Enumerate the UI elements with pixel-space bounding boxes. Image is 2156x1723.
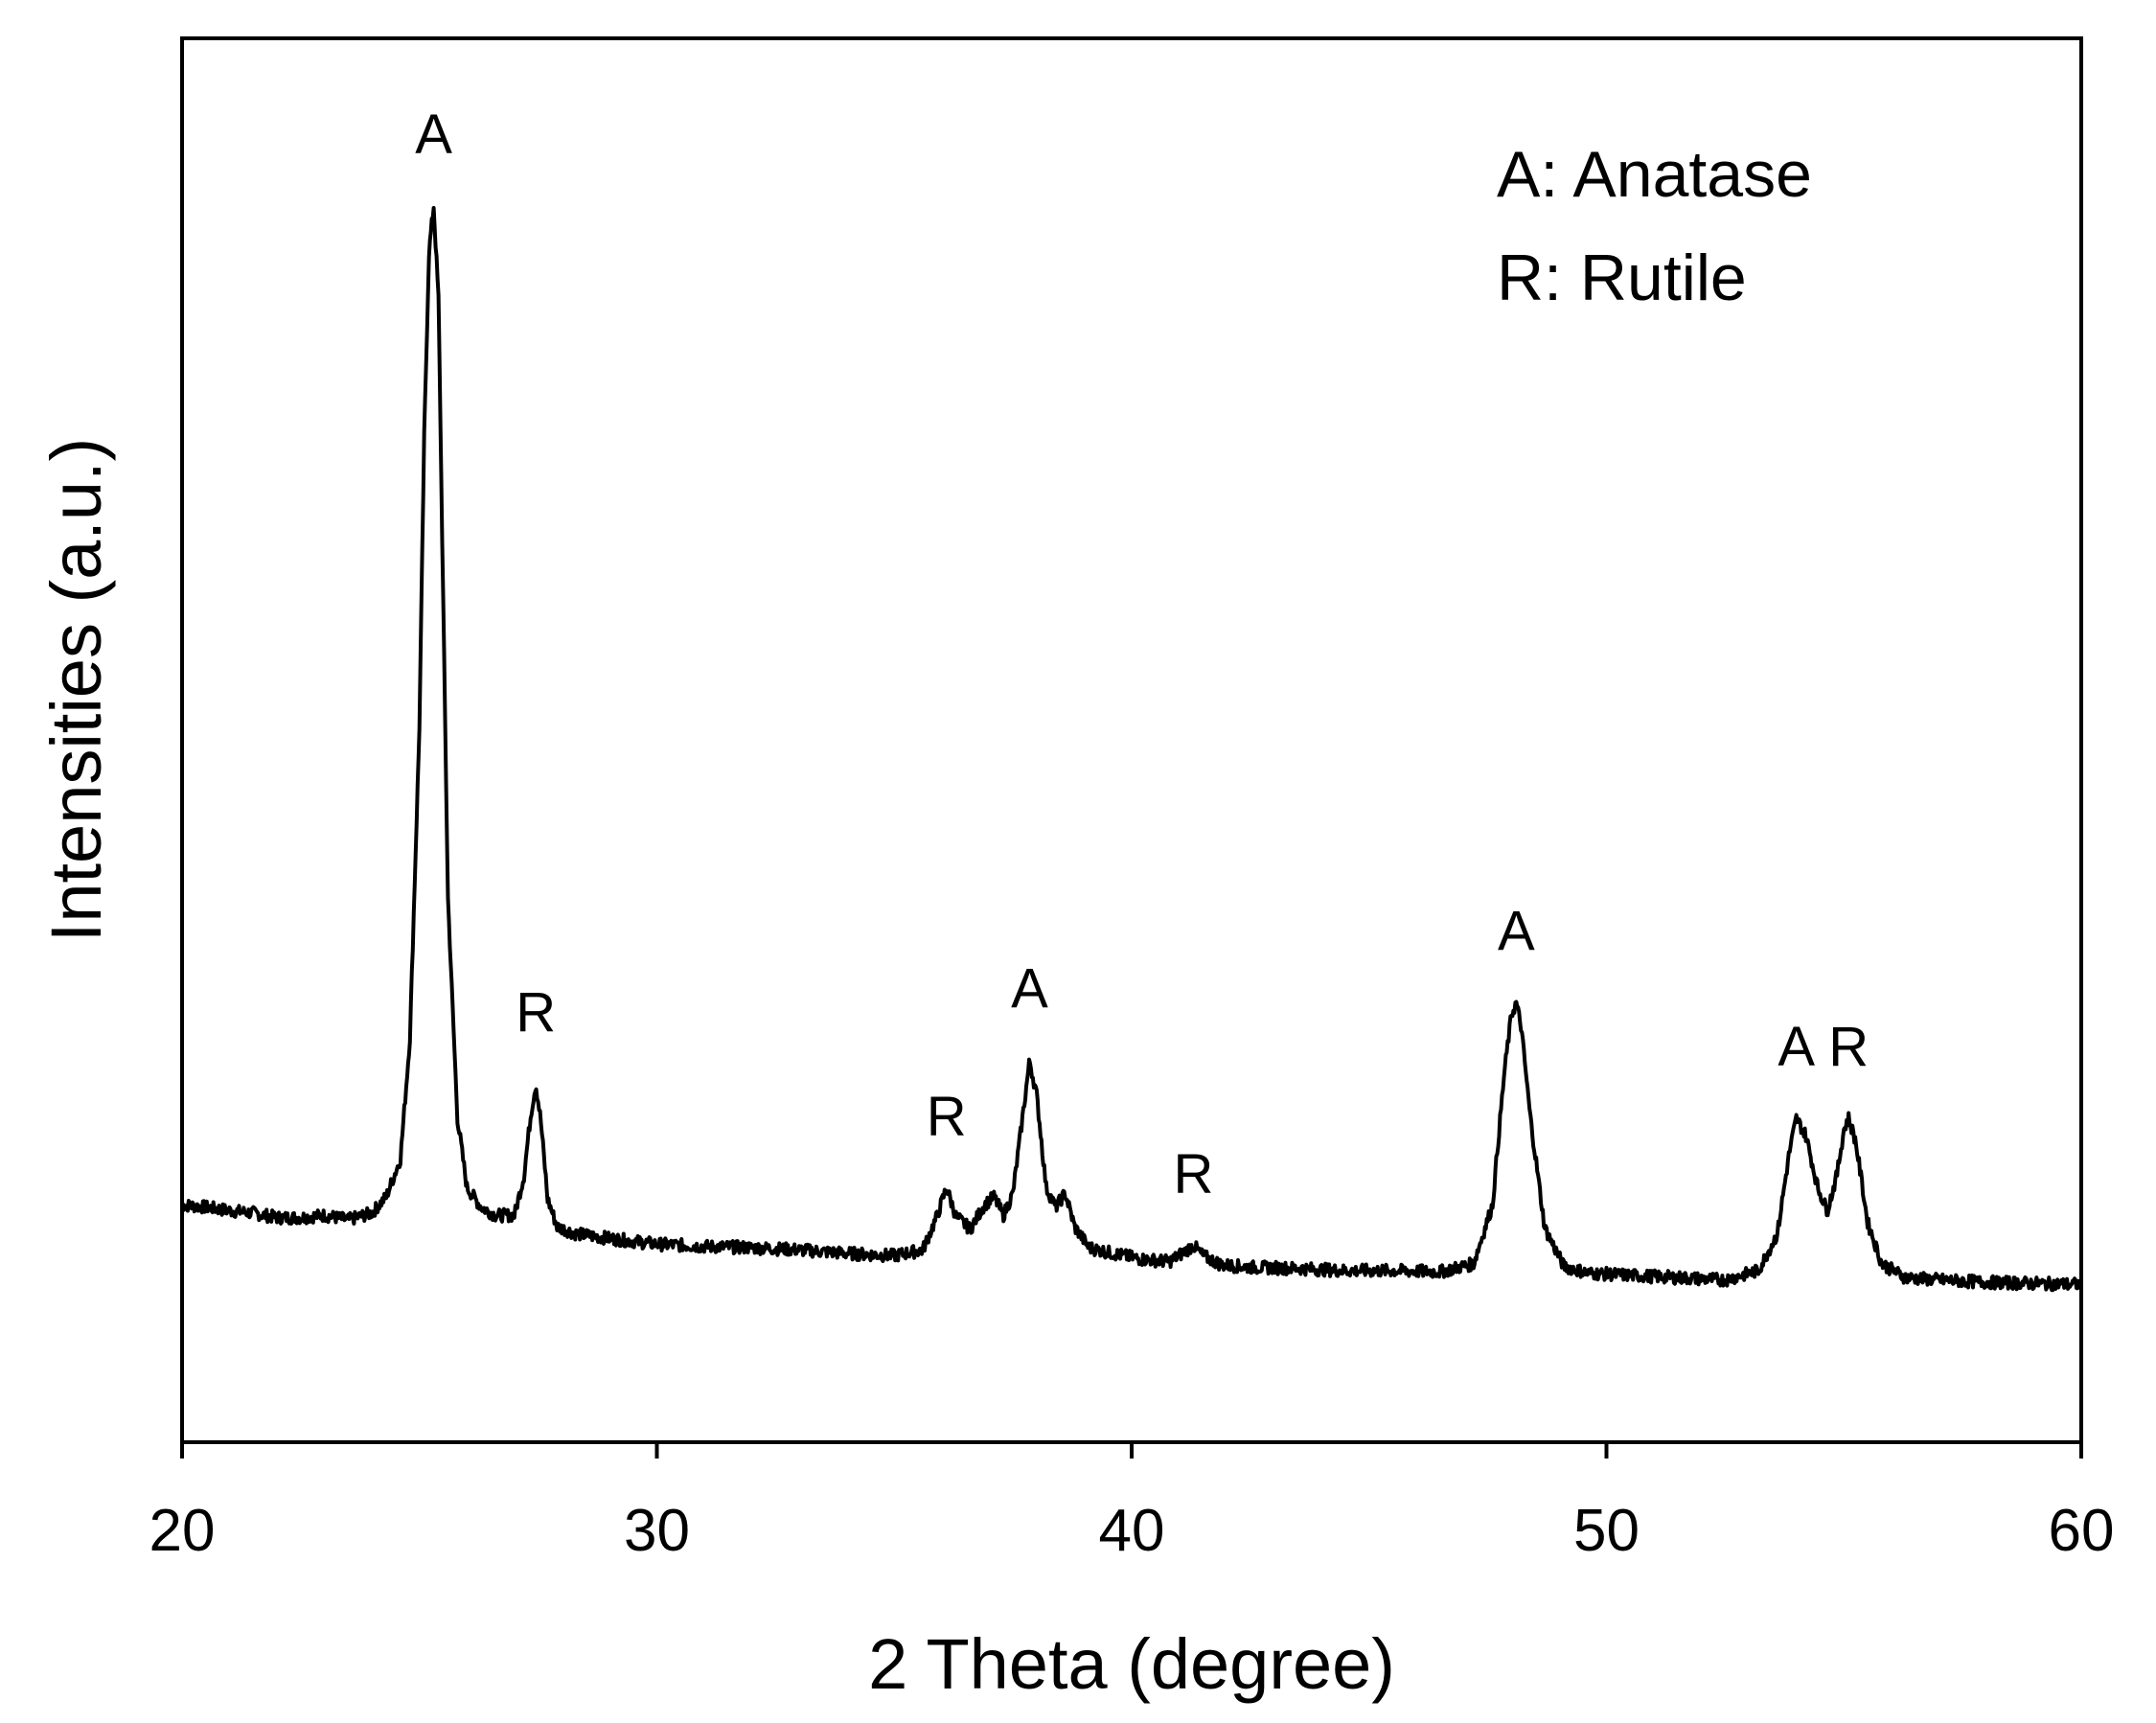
peak-label-1: R <box>516 981 556 1044</box>
y-axis-title: Intensities (a.u.) <box>36 438 116 942</box>
peak-label-0: A <box>415 103 452 166</box>
x-tick-label-60: 60 <box>2049 1498 2115 1564</box>
series-line <box>180 206 2083 1293</box>
x-axis-tick-labels: 20 30 40 50 60 <box>149 1498 2115 1564</box>
peak-label-6: A <box>1778 1016 1815 1078</box>
plot-area-frame <box>180 36 2083 1444</box>
legend-entry-anatase: A: Anatase <box>1497 138 1812 211</box>
x-tick-label-50: 50 <box>1573 1498 1640 1564</box>
x-axis-title: 2 Theta (degree) <box>868 1624 1395 1704</box>
peak-label-4: R <box>1173 1143 1213 1206</box>
x-tick-label-30: 30 <box>624 1498 690 1564</box>
x-tick-label-20: 20 <box>149 1498 216 1564</box>
legend-entry-rutile: R: Rutile <box>1497 241 1747 314</box>
peak-label-2: R <box>927 1085 967 1147</box>
peak-label-5: A <box>1498 900 1535 962</box>
peak-label-3: A <box>1011 958 1048 1021</box>
x-axis-ticks <box>180 1442 2083 1459</box>
peak-label-7: R <box>1828 1016 1869 1078</box>
x-tick-label-40: 40 <box>1099 1498 1165 1564</box>
